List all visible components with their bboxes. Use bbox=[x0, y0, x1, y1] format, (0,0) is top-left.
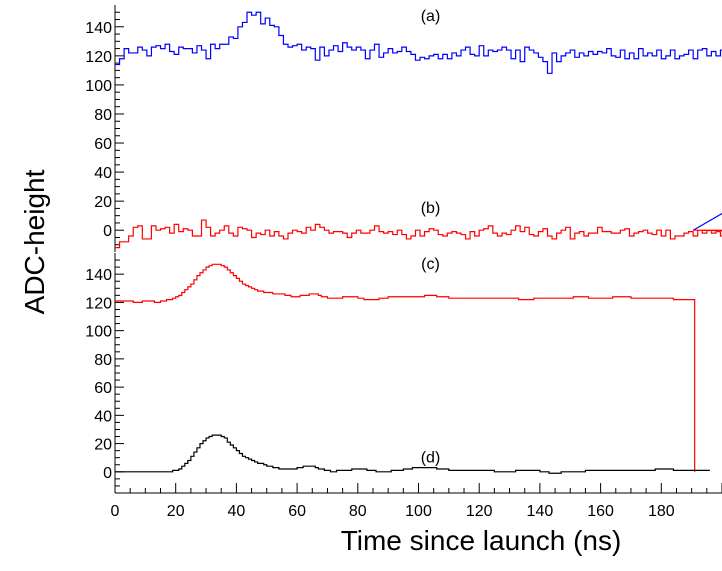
series-line-top-0 bbox=[115, 11, 722, 231]
y-tick-label: 60 bbox=[94, 380, 112, 397]
y-tick-label: 40 bbox=[94, 165, 112, 182]
series-annotation: (a) bbox=[421, 8, 441, 25]
y-tick-label: 20 bbox=[94, 194, 112, 211]
x-tick-label: 0 bbox=[111, 503, 120, 520]
panel-top: 0 20 40 60 80 100 120 140 (a) (b) bbox=[85, 5, 722, 252]
series-line-bottom-0 bbox=[115, 263, 696, 472]
y-tick-label: 0 bbox=[103, 465, 112, 482]
y-tick-label: 60 bbox=[94, 136, 112, 153]
y-tick-label: 140 bbox=[85, 20, 112, 37]
x-tick-label: 120 bbox=[466, 503, 493, 520]
series-annotation: (b) bbox=[421, 200, 441, 217]
y-axis-title: ADC-height bbox=[19, 169, 50, 314]
x-axis-title: Time since launch (ns) bbox=[341, 525, 622, 556]
y-tick-label: 100 bbox=[85, 324, 112, 341]
y-tick-label: 120 bbox=[85, 49, 112, 66]
panel-bottom: 0 20 40 60 80 100 120 140 (c) (d) bbox=[85, 253, 710, 493]
x-axis-ticks: 0 20 40 60 80 100 120 140 160 180 bbox=[111, 483, 722, 520]
x-tick-label: 180 bbox=[648, 503, 675, 520]
y-tick-label: 80 bbox=[94, 352, 112, 369]
x-tick-label: 40 bbox=[228, 503, 246, 520]
x-tick-label: 20 bbox=[167, 503, 185, 520]
x-tick-label: 60 bbox=[288, 503, 306, 520]
series-line-bottom-1 bbox=[115, 434, 710, 474]
y-tick-label: 20 bbox=[94, 437, 112, 454]
series-line-top-1 bbox=[115, 219, 722, 249]
series-annotation: (c) bbox=[421, 256, 440, 273]
y-tick-label: 120 bbox=[85, 295, 112, 312]
y-tick-label: 80 bbox=[94, 107, 112, 124]
x-tick-label: 160 bbox=[587, 503, 614, 520]
y-tick-label: 100 bbox=[85, 78, 112, 95]
x-tick-label: 80 bbox=[349, 503, 367, 520]
series-annotation: (d) bbox=[421, 449, 441, 466]
y-tick-label: 0 bbox=[103, 223, 112, 240]
x-tick-label: 140 bbox=[527, 503, 554, 520]
y-tick-label: 140 bbox=[85, 267, 112, 284]
x-tick-label: 100 bbox=[405, 503, 432, 520]
y-tick-label: 40 bbox=[94, 408, 112, 425]
